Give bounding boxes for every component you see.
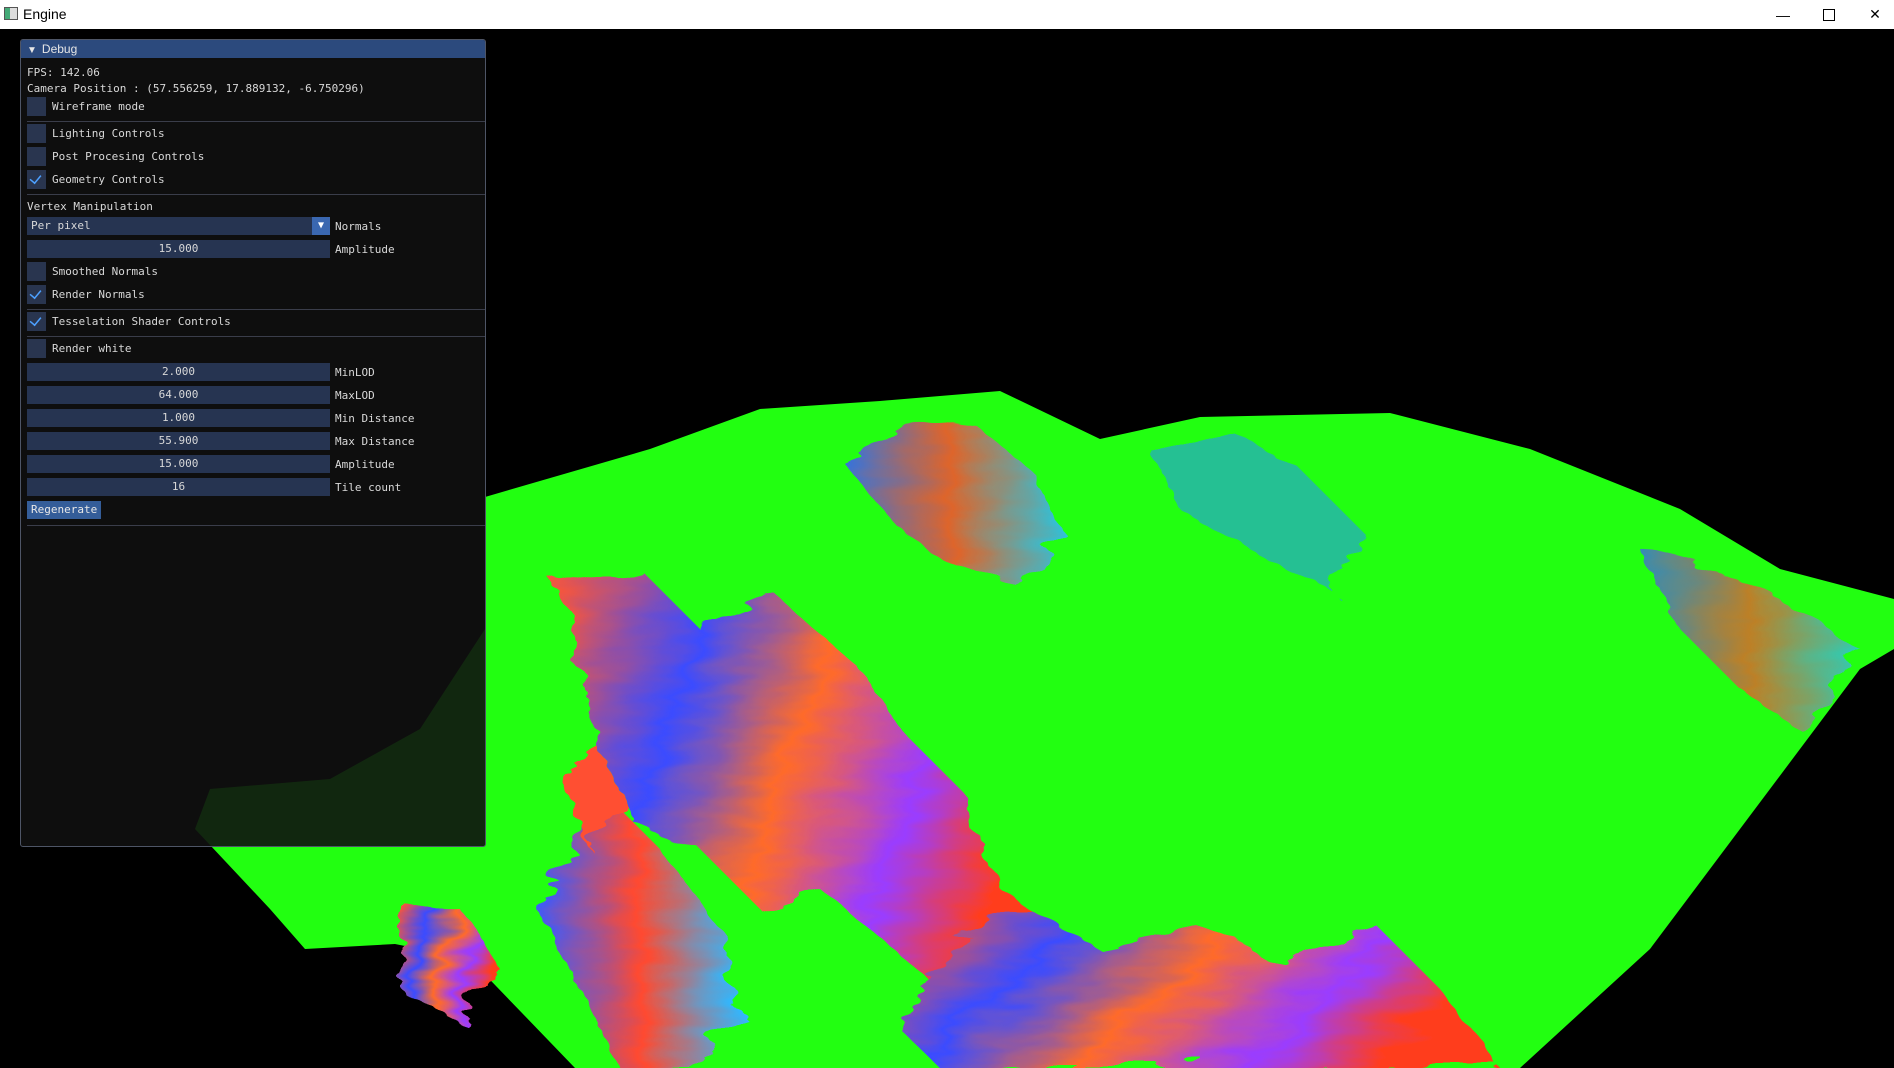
min-distance-slider[interactable]: 1.000 — [27, 409, 330, 427]
checkbox-box[interactable] — [27, 312, 46, 331]
postprocessing-controls-label: Post Procesing Controls — [52, 150, 205, 163]
min-lod-slider[interactable]: 2.000 — [27, 363, 330, 381]
checkbox-box[interactable] — [27, 339, 46, 358]
separator — [27, 121, 485, 122]
max-distance-label: Max Distance — [335, 435, 415, 448]
checkmark-icon — [29, 171, 42, 185]
geometry-controls-label: Geometry Controls — [52, 173, 165, 186]
window-titlebar: Engine — ✕ — [0, 0, 1894, 29]
dropdown-arrow-icon[interactable]: ▼ — [312, 217, 330, 235]
tesselation-controls-label: Tesselation Shader Controls — [52, 315, 231, 328]
tile-count-slider[interactable]: 16 — [27, 478, 330, 496]
separator — [27, 525, 485, 526]
min-lod-label: MinLOD — [335, 366, 375, 379]
lighting-controls-label: Lighting Controls — [52, 127, 165, 140]
debug-panel-titlebar[interactable]: ▼ Debug — [21, 40, 485, 58]
terrain-mesh — [195, 391, 1894, 1068]
checkbox-box[interactable] — [27, 124, 46, 143]
checkmark-icon — [29, 286, 42, 300]
maximize-button[interactable] — [1806, 0, 1852, 29]
fps-readout: FPS: 142.06 — [27, 66, 100, 79]
checkbox-box[interactable] — [27, 170, 46, 189]
normals-mode-value: Per pixel — [31, 219, 91, 232]
wireframe-label: Wireframe mode — [52, 100, 145, 113]
app-icon — [4, 7, 18, 20]
min-distance-label: Min Distance — [335, 412, 415, 425]
minimize-button[interactable]: — — [1760, 0, 1806, 29]
maximize-icon — [1823, 8, 1835, 21]
debug-panel-title: Debug — [41, 42, 78, 56]
checkbox-box[interactable] — [27, 262, 46, 281]
separator — [27, 194, 485, 195]
checkbox-box[interactable] — [27, 285, 46, 304]
close-icon: ✕ — [1869, 6, 1881, 22]
regenerate-button[interactable]: Regenerate — [27, 501, 102, 519]
debug-panel[interactable]: ▼ Debug FPS: 142.06 Camera Position : (57… — [20, 39, 486, 847]
separator — [27, 309, 485, 310]
max-lod-label: MaxLOD — [335, 389, 375, 402]
terrain-viewport[interactable] — [0, 29, 1894, 1068]
normals-label: Normals — [335, 220, 382, 233]
render-white-label: Render white — [52, 342, 132, 355]
separator — [27, 336, 485, 337]
vertex-manipulation-heading: Vertex Manipulation — [27, 200, 153, 213]
normals-mode-dropdown[interactable]: Per pixel ▼ — [27, 217, 330, 235]
minimize-icon: — — [1776, 6, 1790, 23]
camera-position-readout: Camera Position : (57.556259, 17.889132,… — [27, 82, 365, 95]
checkmark-icon — [29, 313, 42, 327]
render-normals-label: Render Normals — [52, 288, 145, 301]
vertex-amplitude-slider[interactable]: 15.000 — [27, 240, 330, 258]
checkbox-box[interactable] — [27, 97, 46, 116]
window-title: Engine — [23, 6, 67, 22]
smoothed-normals-label: Smoothed Normals — [52, 265, 158, 278]
max-lod-slider[interactable]: 64.000 — [27, 386, 330, 404]
tess-amplitude-label: Amplitude — [335, 458, 395, 471]
tess-amplitude-slider[interactable]: 15.000 — [27, 455, 330, 473]
collapse-arrow-icon[interactable]: ▼ — [27, 45, 37, 56]
vertex-amplitude-label: Amplitude — [335, 243, 395, 256]
checkbox-box[interactable] — [27, 147, 46, 166]
max-distance-slider[interactable]: 55.900 — [27, 432, 330, 450]
close-button[interactable]: ✕ — [1852, 0, 1894, 29]
tile-count-label: Tile count — [335, 481, 402, 494]
